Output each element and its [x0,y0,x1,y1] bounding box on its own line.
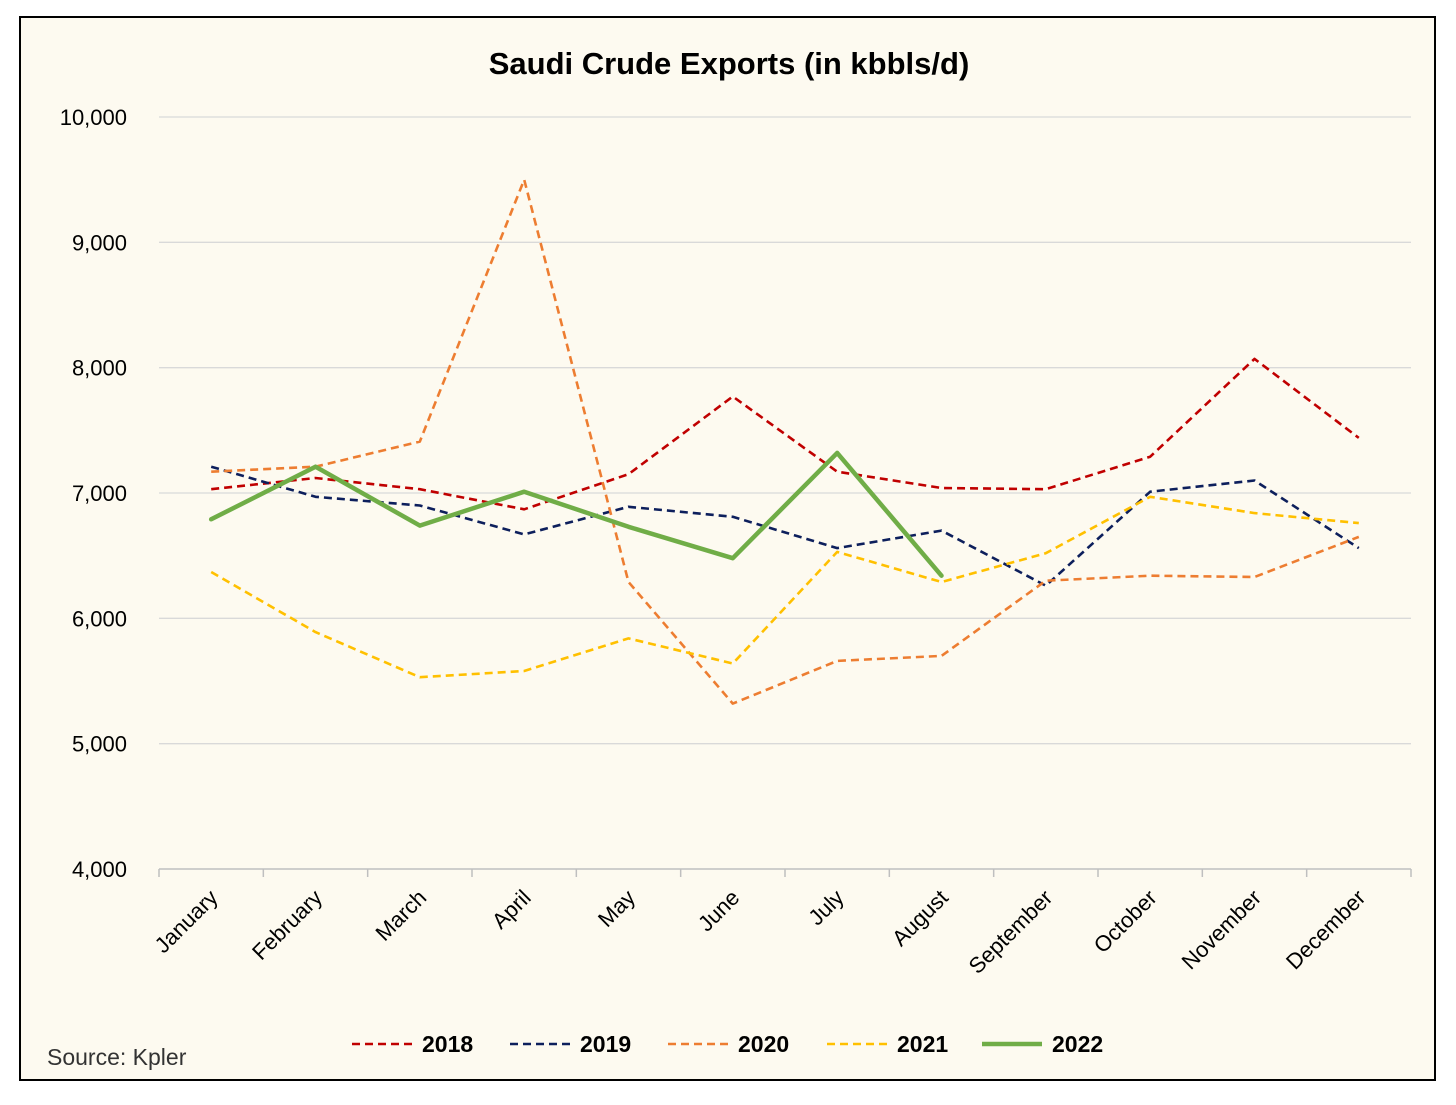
legend-label: 2019 [580,1031,631,1057]
y-tick-label: 10,000 [60,105,127,130]
chart-frame: Saudi Crude Exports (in kbbls/d) 4,000 5,… [19,16,1436,1081]
x-tick-label: April [487,885,536,934]
legend: 2018 2019 2020 2021 2022 [352,1031,1103,1057]
x-tick-label: August [887,885,953,951]
series-line-2019 [210,465,1360,588]
x-axis [158,868,1412,877]
y-tick-label: 9,000 [72,230,127,255]
y-tick-label: 4,000 [72,857,127,882]
x-tick-label: September [964,885,1058,979]
gridlines [159,116,1411,745]
x-axis-labels: January February March April May June July Augu… [150,885,1371,979]
legend-item-2020: 2020 [668,1031,789,1057]
legend-label: 2020 [738,1031,789,1057]
line-chart: Saudi Crude Exports (in kbbls/d) 4,000 5,… [47,46,1412,1070]
y-axis-labels: 4,000 5,000 6,000 7,000 8,000 9,000 10,000 [60,105,127,882]
legend-label: 2022 [1052,1031,1103,1057]
series-line-2018 [211,357,1360,511]
series-line-2022 [208,450,944,578]
y-tick-label: 7,000 [72,481,127,506]
chart-title: Saudi Crude Exports (in kbbls/d) [489,46,970,81]
x-tick-label: November [1177,885,1266,974]
legend-item-2021: 2021 [827,1031,948,1057]
legend-item-2018: 2018 [352,1031,473,1057]
legend-label: 2021 [897,1031,948,1057]
series-line-2020 [211,178,1360,705]
x-tick-label: January [150,885,223,958]
legend-label: 2018 [422,1031,473,1057]
x-tick-label: June [693,885,744,936]
legend-item-2022: 2022 [982,1031,1103,1057]
y-tick-label: 5,000 [72,732,127,757]
y-tick-label: 6,000 [72,606,127,631]
x-tick-label: December [1281,885,1370,974]
x-tick-label: May [593,885,640,932]
legend-item-2019: 2019 [510,1031,631,1057]
x-tick-label: October [1089,885,1162,958]
series-line-2021 [210,495,1359,679]
x-tick-label: March [370,885,431,946]
series-lines [208,178,1360,705]
source-note: Source: Kpler [47,1044,187,1070]
y-tick-label: 8,000 [72,356,127,381]
x-tick-label: July [803,885,848,930]
x-tick-label: February [247,885,327,965]
